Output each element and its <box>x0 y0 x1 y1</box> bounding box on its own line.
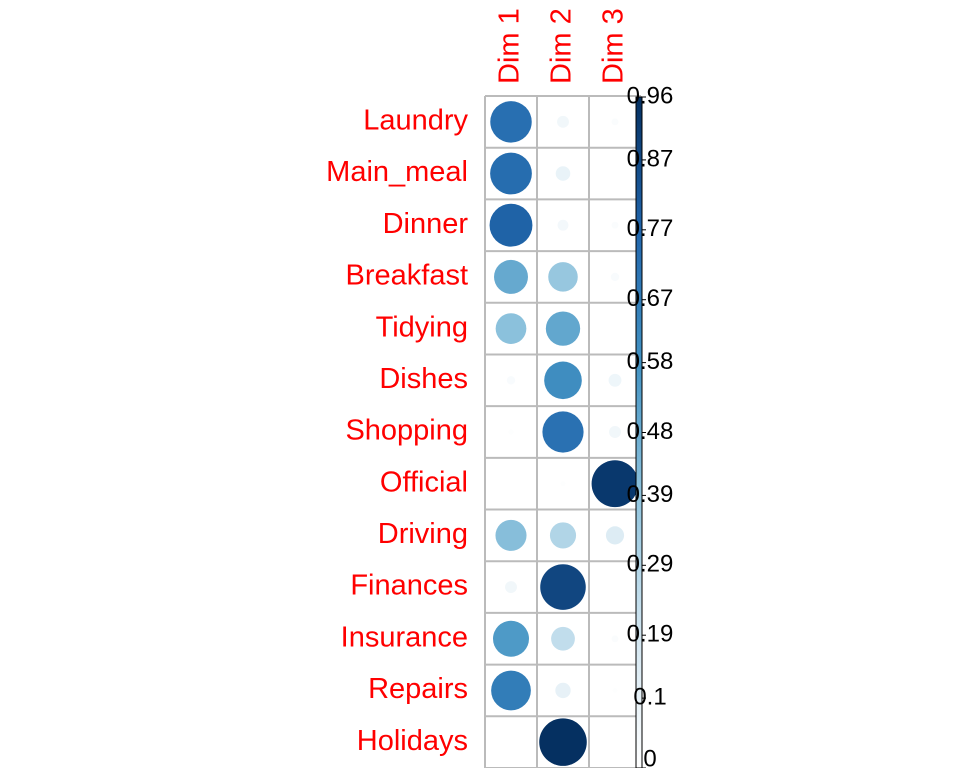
cell-circle <box>555 166 571 181</box>
colorbar-tick-label: 0.39 <box>627 481 674 508</box>
cell-circle <box>555 682 571 699</box>
colorbar-tick-label: 0.87 <box>627 145 674 172</box>
row-label: Official <box>380 466 468 498</box>
cell-circle <box>551 626 575 651</box>
cell-circle <box>505 581 517 594</box>
cell-circle <box>540 564 586 610</box>
col-label: Dim 1 <box>494 8 526 84</box>
col-label: Dim 3 <box>598 8 630 84</box>
colorbar-tick-label: 0.67 <box>627 285 674 312</box>
cell-circle <box>542 411 584 453</box>
cell-circle <box>611 118 619 126</box>
cell-circle <box>612 688 618 693</box>
row-label: Breakfast <box>346 260 469 292</box>
cell-circle <box>557 115 569 128</box>
cell-circle <box>491 670 531 711</box>
cell-circle <box>609 426 621 438</box>
cell-circle <box>611 635 619 643</box>
cell-circle <box>494 259 528 294</box>
row-label: Shopping <box>345 415 468 447</box>
row-label: Tidying <box>376 311 468 343</box>
row-label: Holidays <box>357 725 468 757</box>
row-label: Laundry <box>363 105 468 137</box>
cell-circle <box>611 221 619 229</box>
colorbar-tick-label: 0 <box>643 745 656 768</box>
colorbar-tick-label: 0.48 <box>627 418 674 445</box>
cell-circle <box>544 361 582 400</box>
cell-circle <box>539 718 587 766</box>
colorbar-tick-label: 0.19 <box>627 621 674 648</box>
row-label: Repairs <box>368 673 468 705</box>
colorbar-tick-label: 0.1 <box>633 683 666 710</box>
cell-circle <box>506 376 516 385</box>
cell-circle <box>495 519 527 551</box>
cell-circle <box>560 481 566 487</box>
row-label: Dinner <box>383 208 469 240</box>
row-label: Driving <box>378 518 468 550</box>
cell-circle <box>493 620 529 657</box>
colorbar-tick-label: 0.58 <box>627 348 674 375</box>
cell-circle <box>610 272 620 282</box>
cell-circle <box>557 219 569 231</box>
cell-circle <box>549 522 577 549</box>
colorbar-tick-label: 0.96 <box>627 82 674 109</box>
row-label: Insurance <box>341 621 468 653</box>
cell-circle <box>591 460 639 508</box>
row-label: Main_meal <box>326 156 468 188</box>
colorbar-tick-label: 0.77 <box>627 215 674 242</box>
cell-circle <box>495 313 527 344</box>
cell-circle <box>548 262 578 292</box>
cell-circle <box>545 311 581 346</box>
cell-circle <box>490 152 532 195</box>
row-label: Dishes <box>379 363 468 395</box>
colorbar-tick-label: 0.29 <box>627 551 674 578</box>
cell-circle <box>490 101 532 143</box>
cell-circle <box>608 373 622 387</box>
cell-circle <box>508 429 514 435</box>
row-label: Finances <box>350 570 468 602</box>
cell-circle <box>489 203 533 247</box>
cell-circle <box>605 526 625 545</box>
col-label: Dim 2 <box>546 8 578 84</box>
